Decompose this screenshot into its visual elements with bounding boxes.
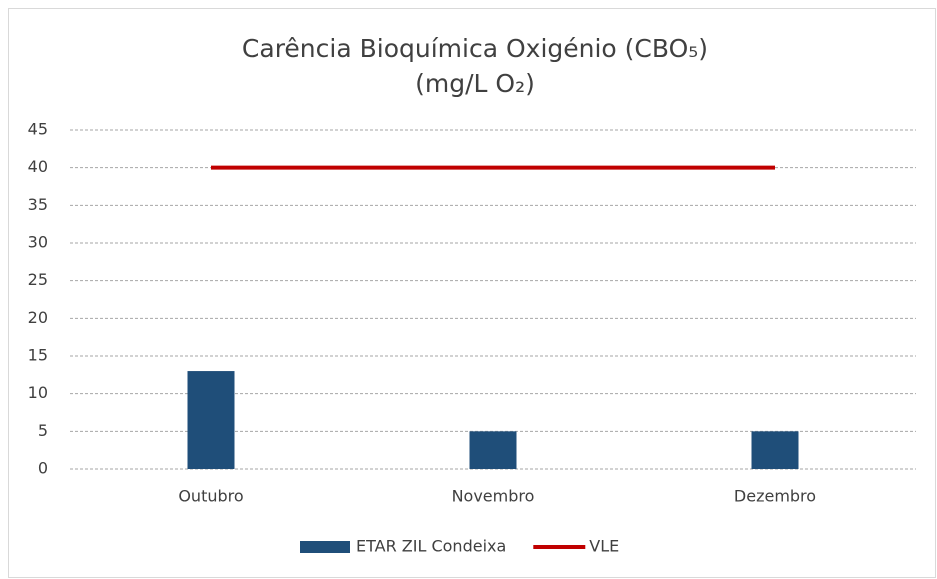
y-tick-label: 25 xyxy=(28,270,48,289)
legend-swatch xyxy=(300,541,350,553)
y-tick-label: 0 xyxy=(38,459,48,478)
x-tick-label: Outubro xyxy=(178,487,243,506)
legend-label: VLE xyxy=(589,537,619,556)
bar xyxy=(187,371,235,469)
x-tick-label: Novembro xyxy=(452,487,535,506)
legend-label: ETAR ZIL Condeixa xyxy=(356,537,506,556)
y-tick-label: 10 xyxy=(28,383,48,402)
y-tick-label: 15 xyxy=(28,346,48,365)
chart-border xyxy=(8,8,936,578)
chart-subtitle: (mg/L O₂) xyxy=(415,69,535,98)
y-tick-label: 40 xyxy=(28,157,48,176)
y-tick-label: 30 xyxy=(28,233,48,252)
y-tick-label: 5 xyxy=(38,421,48,440)
chart-title: Carência Bioquímica Oxigénio (CBO₅) xyxy=(242,34,708,63)
bar xyxy=(469,431,517,469)
bar xyxy=(751,431,799,469)
y-tick-label: 35 xyxy=(28,195,48,214)
y-tick-label: 20 xyxy=(28,308,48,327)
x-tick-label: Dezembro xyxy=(734,487,816,506)
y-tick-label: 45 xyxy=(28,120,48,139)
